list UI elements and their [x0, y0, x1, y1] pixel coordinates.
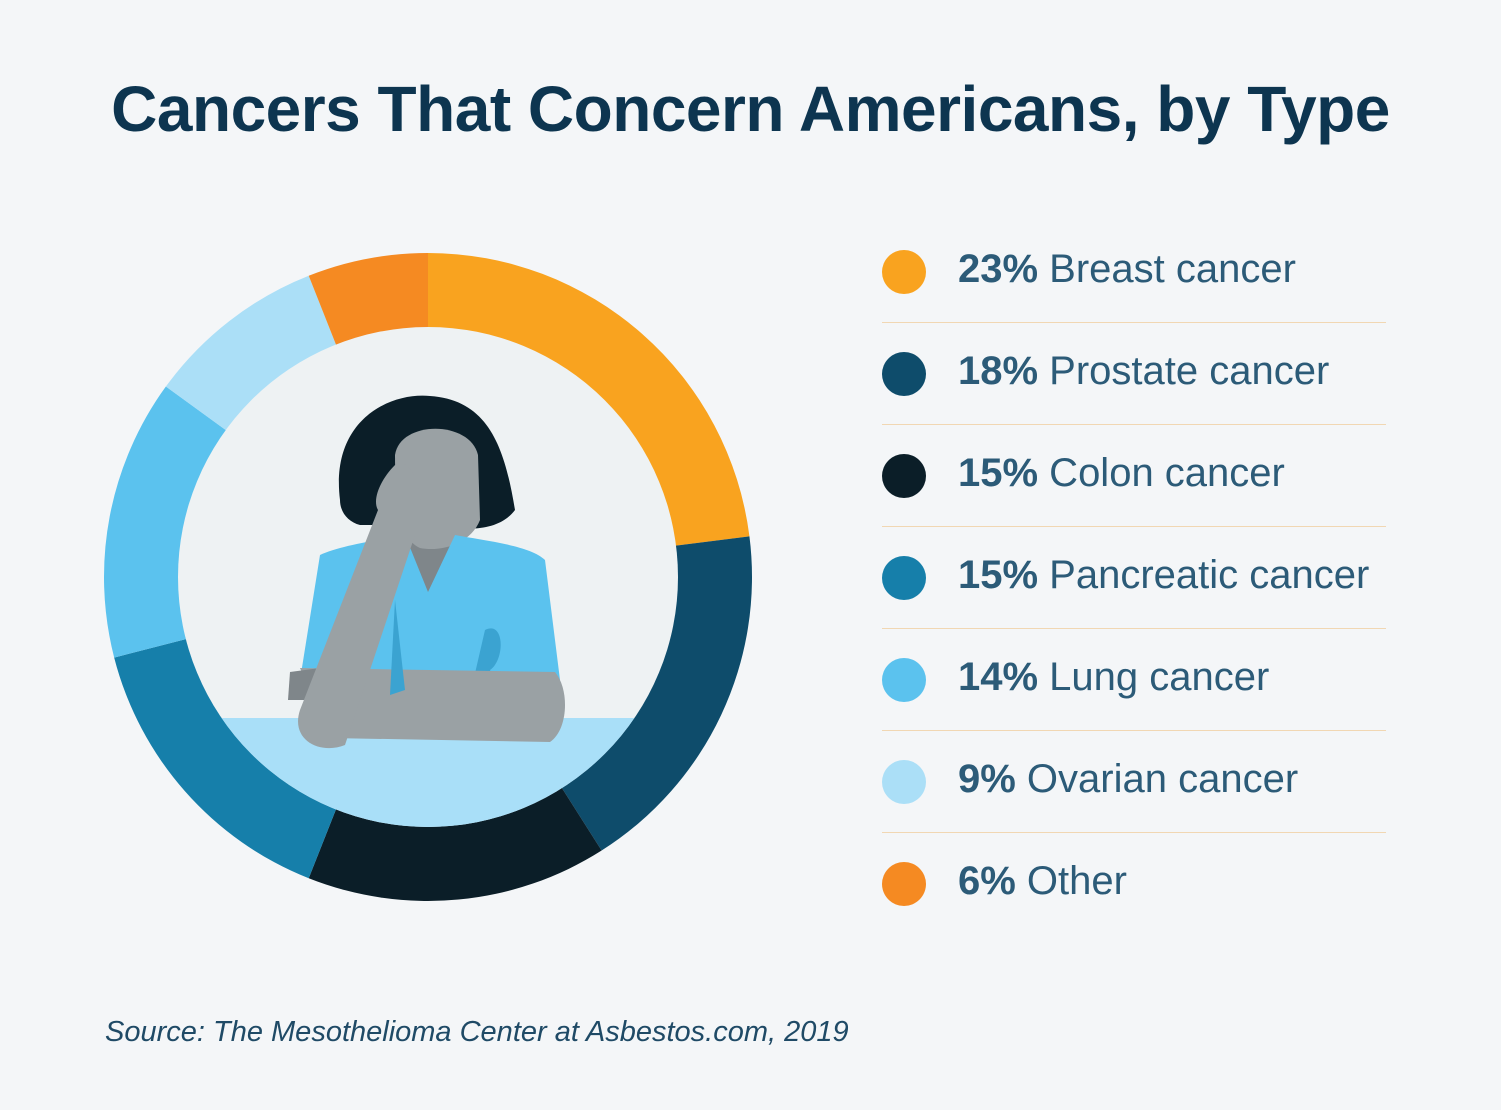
legend-label: 6% Other [958, 859, 1127, 904]
slice-other [308, 253, 428, 346]
legend-label: 18% Prostate cancer [958, 349, 1329, 394]
legend-percent: 15% [958, 451, 1039, 495]
legend-category: Breast cancer [1038, 247, 1296, 291]
legend-percent: 18% [958, 349, 1039, 393]
legend-swatch [882, 250, 926, 294]
legend-label: 9% Ovarian cancer [958, 757, 1298, 802]
slice-breast-cancer [428, 253, 750, 546]
legend-percent: 14% [958, 655, 1039, 699]
legend-category: Pancreatic cancer [1038, 553, 1370, 597]
legend-item: 23% Breast cancer [882, 221, 1386, 323]
legend-item: 18% Prostate cancer [882, 323, 1386, 425]
legend-swatch [882, 760, 926, 804]
legend-category: Other [1015, 859, 1127, 903]
slice-ovarian-cancer [165, 275, 337, 431]
legend-label: 23% Breast cancer [958, 247, 1296, 292]
legend-swatch [882, 454, 926, 498]
donut-chart [104, 253, 753, 901]
legend-divider [882, 526, 1386, 527]
legend-swatch [882, 556, 926, 600]
legend-percent: 6% [958, 859, 1016, 903]
source-note: Source: The Mesothelioma Center at Asbes… [105, 1016, 849, 1048]
legend-label: 14% Lung cancer [958, 655, 1269, 700]
legend-category: Ovarian cancer [1015, 757, 1299, 801]
legend-item: 6% Other [882, 833, 1386, 935]
legend-item: 14% Lung cancer [882, 629, 1386, 731]
chart-title: Cancers That Concern Americans, by Type [111, 73, 1390, 145]
legend-divider [882, 832, 1386, 833]
slice-pancreatic-cancer [114, 638, 337, 879]
legend-swatch [882, 658, 926, 702]
legend-category: Prostate cancer [1038, 349, 1330, 393]
legend-label: 15% Pancreatic cancer [958, 553, 1369, 598]
legend-divider [882, 730, 1386, 731]
legend-divider [882, 628, 1386, 629]
legend-item: 15% Pancreatic cancer [882, 527, 1386, 629]
legend-label: 15% Colon cancer [958, 451, 1285, 496]
legend-divider [882, 322, 1386, 323]
legend-swatch [882, 352, 926, 396]
legend-swatch [882, 862, 926, 906]
legend-divider [882, 424, 1386, 425]
legend-percent: 23% [958, 247, 1039, 291]
legend-category: Colon cancer [1038, 451, 1285, 495]
legend-item: 9% Ovarian cancer [882, 731, 1386, 833]
legend-percent: 9% [958, 757, 1016, 801]
legend-category: Lung cancer [1038, 655, 1270, 699]
slice-lung-cancer [104, 386, 227, 658]
arm [300, 668, 566, 742]
legend-item: 15% Colon cancer [882, 425, 1386, 527]
legend-percent: 15% [958, 553, 1039, 597]
slice-prostate-cancer [561, 536, 753, 851]
slice-colon-cancer [308, 787, 602, 901]
